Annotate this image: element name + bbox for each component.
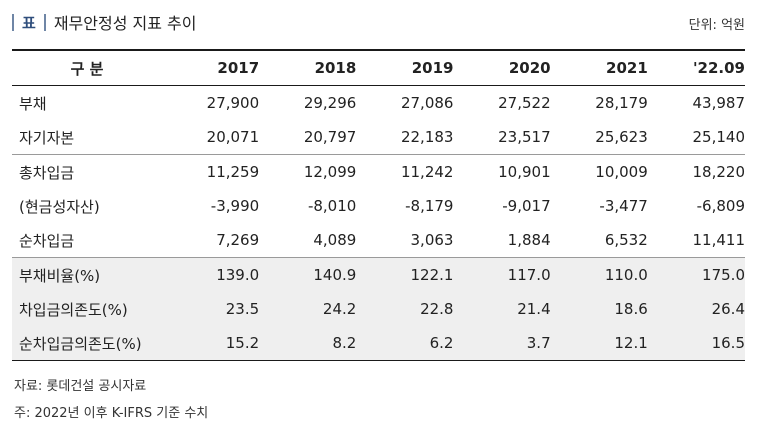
row-label: 부채 (19, 94, 47, 113)
cell-value: 21.4 (517, 300, 551, 318)
table-row: 순차입금 7,269 4,089 3,063 1,884 6,532 11,41… (12, 223, 745, 258)
cell-value: 6,532 (604, 231, 648, 249)
cell-value: 7,269 (216, 231, 260, 249)
table-row: 부채 27,900 29,296 27,086 27,522 28,179 43… (12, 86, 745, 121)
unit-label: 단위: 억원 (688, 18, 745, 33)
table-row: 차입금의존도(%) 23.5 24.2 22.8 21.4 18.6 26.4 (12, 292, 745, 326)
table-row: 순차입금의존도(%) 15.2 8.2 6.2 3.7 12.1 16.5 (12, 326, 745, 361)
row-label: 순차입금 (19, 231, 75, 250)
cell-value: 23,517 (498, 128, 551, 146)
cell-value: 3.7 (526, 334, 551, 352)
cell-value: 3,063 (410, 231, 454, 249)
cell-value: -6,809 (696, 197, 745, 215)
header-row: 구 분 2017 2018 2019 2020 2021 '22.09 (12, 50, 745, 86)
cell-value: 110.0 (604, 266, 648, 284)
row-label: (현금성자산) (19, 197, 100, 216)
cell-value: -8,179 (405, 197, 454, 215)
cell-value: 20,797 (303, 128, 357, 146)
cell-value: 6.2 (429, 334, 454, 352)
cell-value: 175.0 (702, 266, 745, 284)
row-label: 총차입금 (19, 163, 75, 182)
row-header-label: 구 분 (70, 59, 104, 78)
title-bar: 표 재무안정성 지표 추이 단위: 억원 (12, 8, 745, 36)
title-divider-right (43, 13, 46, 31)
cell-value: 22.8 (420, 300, 454, 318)
cell-value: 10,901 (498, 163, 551, 181)
cell-value: 25,623 (595, 128, 648, 146)
cell-value: 28,179 (595, 94, 648, 112)
cell-value: 23.5 (225, 300, 260, 318)
year-header: 2020 (508, 59, 551, 77)
year-header: 2021 (606, 59, 648, 77)
cell-value: 27,086 (400, 94, 454, 112)
cell-value: 8.2 (332, 334, 357, 352)
cell-value: 11,411 (692, 231, 746, 249)
cell-value: 29,296 (303, 94, 357, 112)
row-label: 순차입금의존도(%) (19, 334, 142, 353)
table-row: (현금성자산) -3,990 -8,010 -8,179 -9,017 -3,4… (12, 189, 745, 223)
row-label: 차입금의존도(%) (19, 300, 128, 319)
debt-equity-group: 부채 27,900 29,296 27,086 27,522 28,179 43… (12, 86, 745, 155)
year-header: 2017 (217, 59, 260, 77)
table-tag: 표 (22, 13, 36, 32)
cell-value: 20,071 (206, 128, 260, 146)
cell-value: -9,017 (502, 197, 551, 215)
ratio-group: 부채비율(%) 139.0 140.9 122.1 117.0 110.0 17… (12, 257, 745, 361)
cell-value: -3,477 (599, 197, 648, 215)
cell-value: 27,900 (206, 94, 260, 112)
table-row: 부채비율(%) 139.0 140.9 122.1 117.0 110.0 17… (12, 257, 745, 292)
cell-value: 16.5 (711, 334, 745, 352)
cell-value: 25,140 (692, 128, 746, 146)
cell-value: 12,099 (303, 163, 357, 181)
table-title: 재무안정성 지표 추이 (53, 14, 197, 33)
cell-value: 140.9 (313, 266, 357, 284)
cell-value: 117.0 (507, 266, 551, 284)
footnote: 주: 2022년 이후 K-IFRS 기준 수치 (14, 406, 209, 421)
cell-value: 18,220 (692, 163, 746, 181)
borrowings-group: 총차입금 11,259 12,099 11,242 10,901 10,009 … (12, 154, 746, 258)
source-note: 자료: 롯데건설 공시자료 (14, 379, 147, 394)
financial-stability-table: 구 분 2017 2018 2019 2020 2021 '22.09 부채 2… (12, 49, 745, 361)
cell-value: 18.6 (614, 300, 648, 318)
cell-value: 11,259 (206, 163, 260, 181)
title-divider-left (12, 13, 14, 31)
year-header: 2018 (314, 59, 357, 77)
cell-value: 139.0 (216, 266, 260, 284)
cell-value: 4,089 (313, 231, 357, 249)
cell-value: 43,987 (692, 94, 746, 112)
cell-value: 12.1 (614, 334, 648, 352)
cell-value: 1,884 (507, 231, 551, 249)
cell-value: -3,990 (210, 197, 260, 215)
table-row: 자기자본 20,071 20,797 22,183 23,517 25,623 … (12, 120, 745, 155)
cell-value: 15.2 (225, 334, 260, 352)
row-label: 자기자본 (19, 128, 75, 147)
cell-value: 22,183 (400, 128, 454, 146)
cell-value: 10,009 (595, 163, 648, 181)
cell-value: 26.4 (711, 300, 745, 318)
cell-value: -8,010 (307, 197, 357, 215)
cell-value: 27,522 (498, 94, 551, 112)
cell-value: 11,242 (400, 163, 454, 181)
table-row: 총차입금 11,259 12,099 11,242 10,901 10,009 … (12, 154, 746, 190)
cell-value: 122.1 (410, 266, 454, 284)
cell-value: 24.2 (322, 300, 357, 318)
year-header: 2019 (411, 59, 454, 77)
year-header: '22.09 (692, 59, 745, 77)
row-label: 부채비율(%) (19, 266, 101, 285)
